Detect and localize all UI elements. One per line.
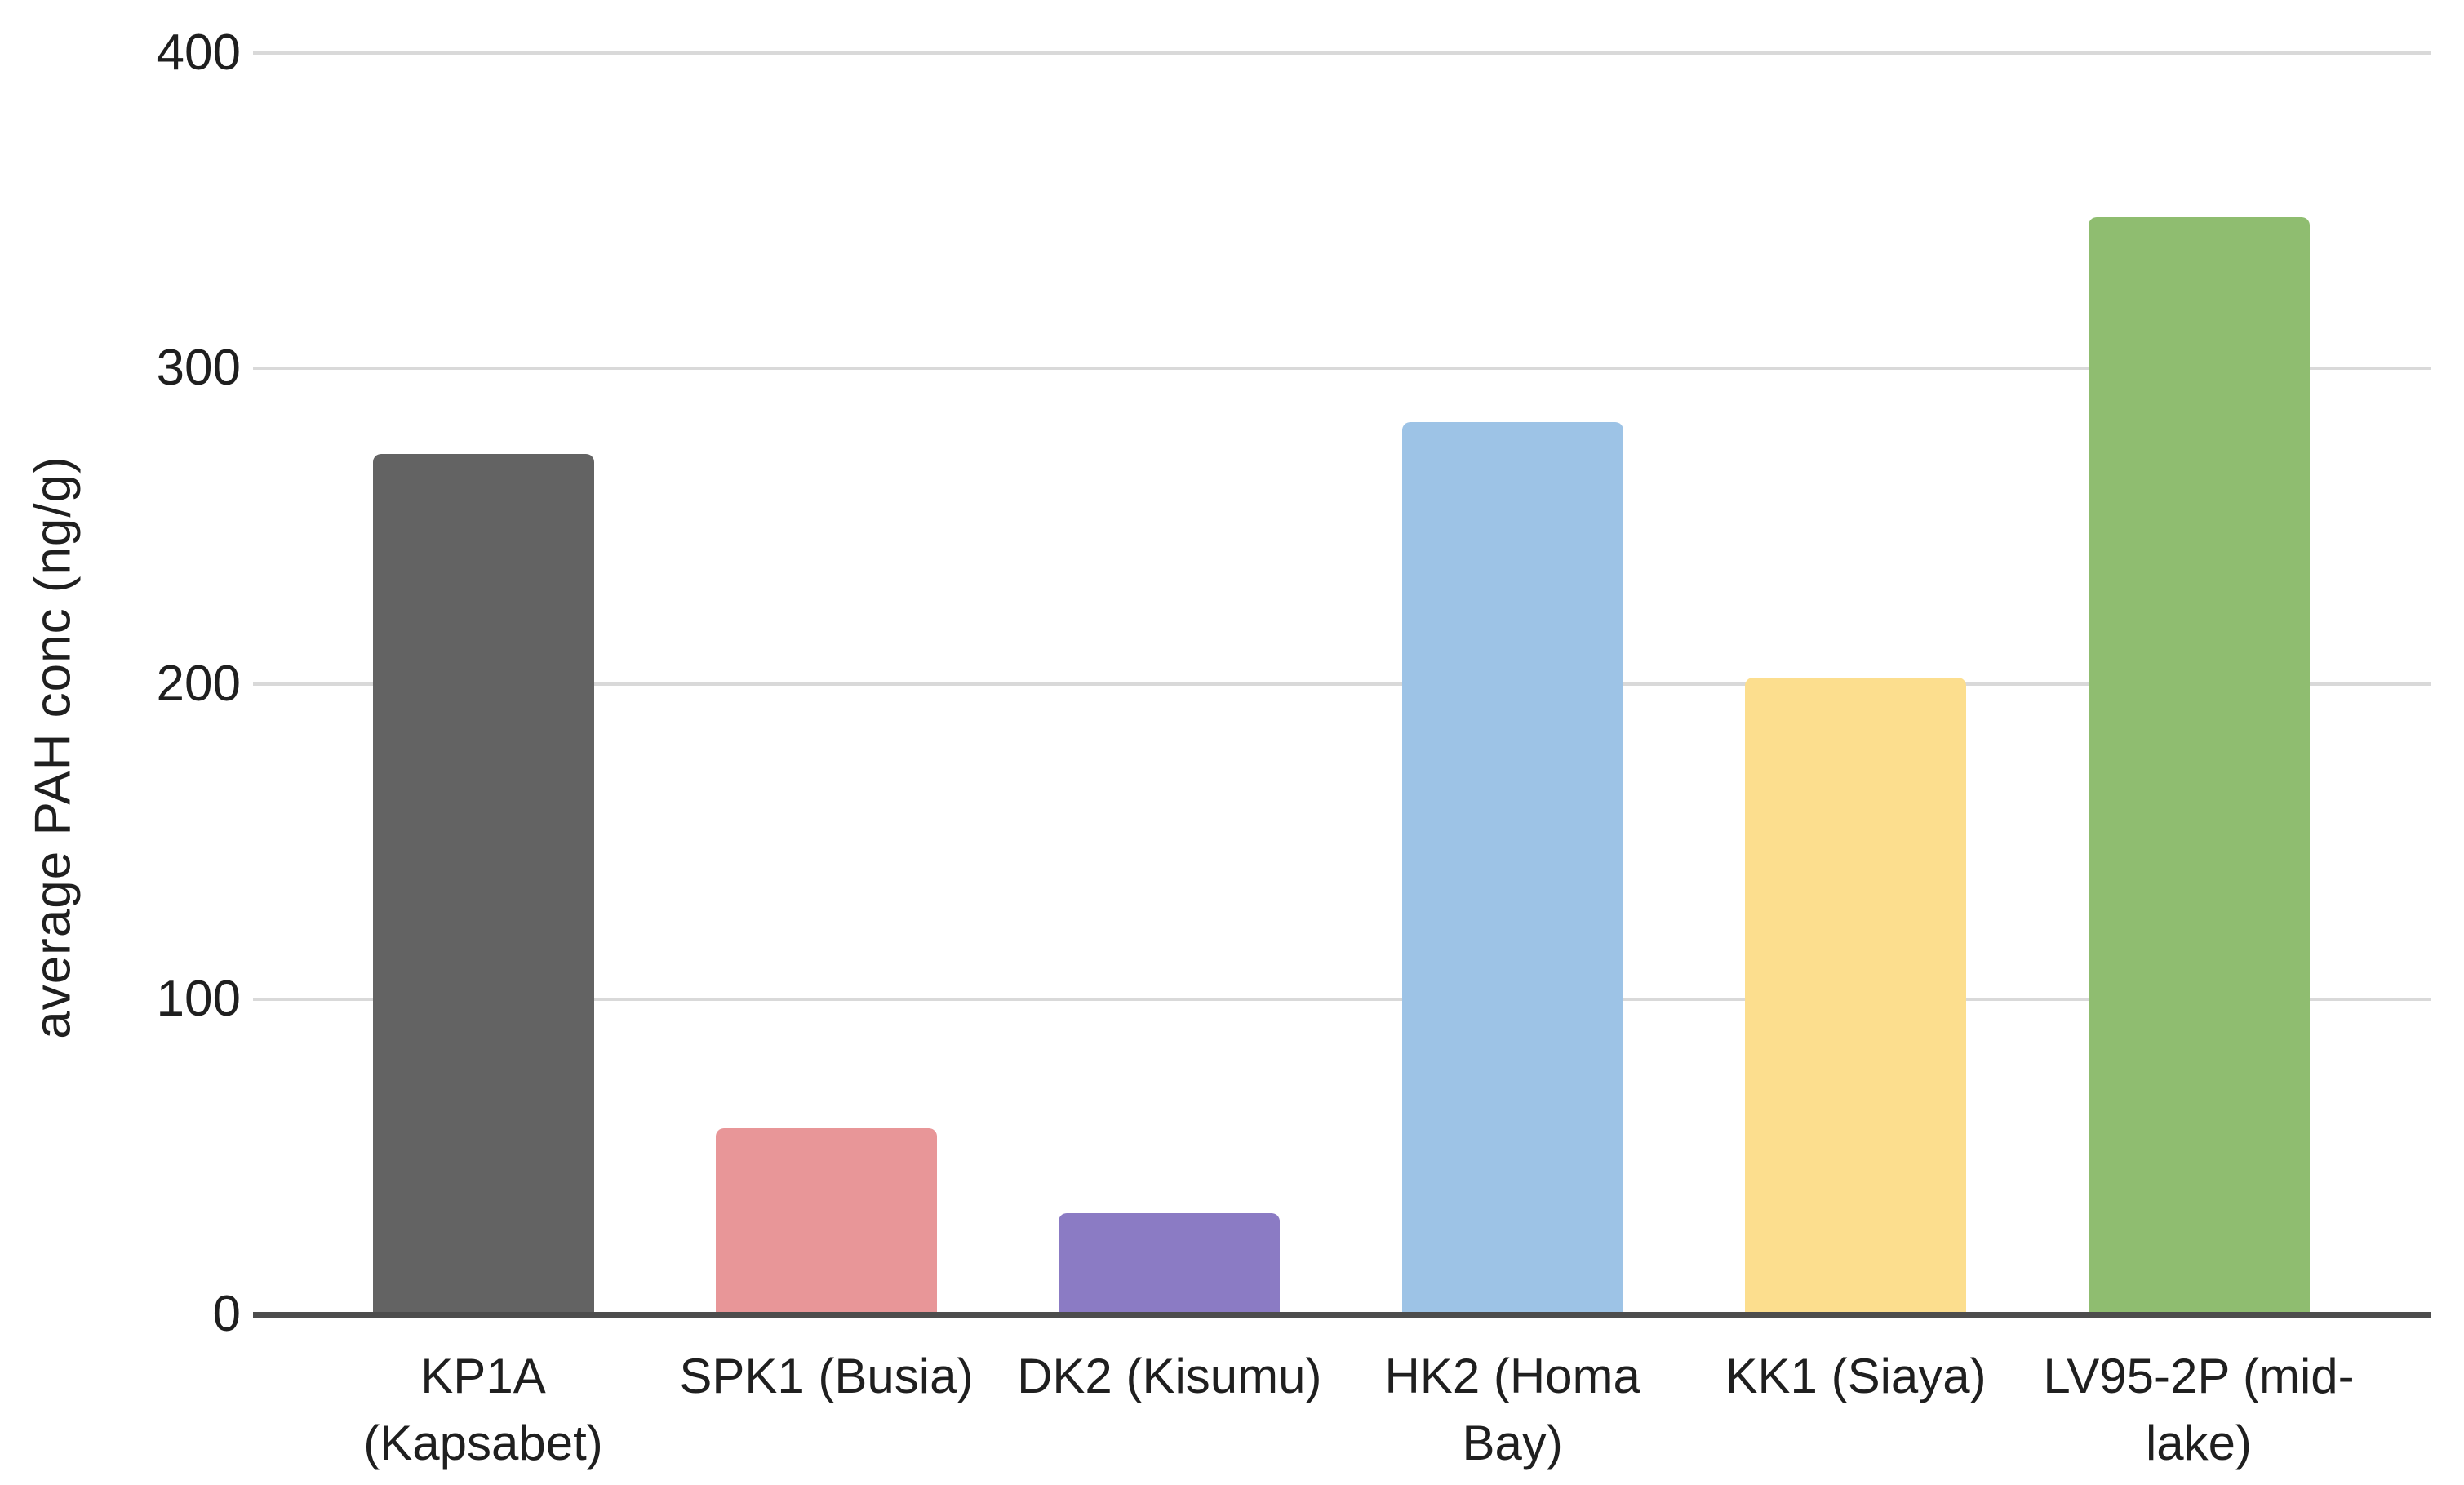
y-gridline — [253, 367, 2431, 371]
x-category-label: HK2 (Homa Bay) — [1384, 1349, 1640, 1470]
y-tick-label: 100 — [156, 970, 241, 1027]
x-category-label: SPK1 (Busia) — [679, 1349, 974, 1403]
bar-4 — [1401, 421, 1623, 1314]
bar-2 — [715, 1128, 937, 1314]
y-gridline — [253, 997, 2431, 1001]
x-category-label: LV95-2P (mid-lake) — [2043, 1349, 2355, 1470]
bar-5 — [1745, 677, 1967, 1314]
y-tick-label: 400 — [156, 24, 241, 81]
bar-1 — [372, 453, 594, 1314]
y-tick-label: 0 — [212, 1286, 241, 1342]
y-tick-label: 300 — [156, 340, 241, 397]
x-category-label: DK2 (Kisumu) — [1017, 1349, 1322, 1403]
x-category-label: KP1A (Kapsabet) — [363, 1349, 603, 1470]
x-category-label: KK1 (Siaya) — [1725, 1349, 1987, 1403]
y-tick-label: 200 — [156, 655, 241, 712]
bar-6 — [2088, 216, 2310, 1314]
y-gridline — [253, 682, 2431, 686]
bar-3 — [1059, 1213, 1281, 1314]
x-axis-line — [253, 1312, 2431, 1318]
y-gridline — [253, 51, 2431, 55]
